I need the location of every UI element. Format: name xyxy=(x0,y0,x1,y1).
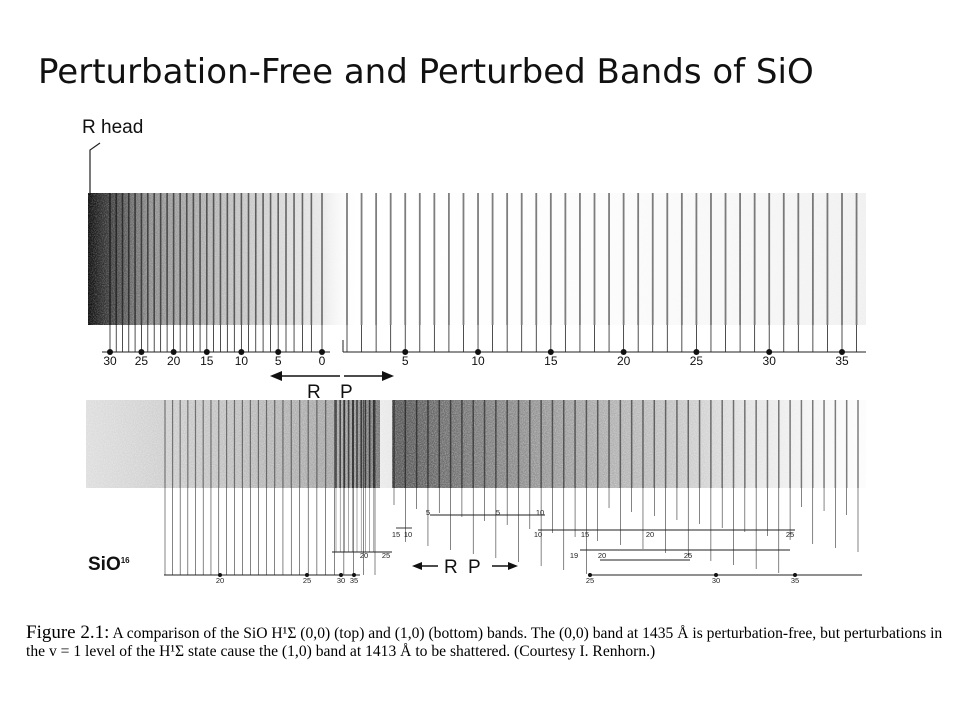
bottom-tick-dot xyxy=(793,573,797,577)
top-tick-dot xyxy=(138,349,145,355)
top-tick-dot xyxy=(766,349,773,355)
bottom-band-lines xyxy=(164,400,859,488)
bottom-band-leader-lines: 5 5 10 15 10 10 15 20 25 19 20 25 20 25 20 25 30 35 25 30 35 xyxy=(164,488,862,585)
bottom-small-label: 25 xyxy=(684,551,692,560)
bottom-tick-dot xyxy=(588,573,592,577)
bottom-r-label: 30 xyxy=(337,576,345,585)
bottom-small-label: 20 xyxy=(598,551,606,560)
top-tick-label: 25 xyxy=(135,354,149,368)
bottom-small-label: 25 xyxy=(382,551,390,560)
bottom-p-label: 30 xyxy=(712,576,720,585)
figure-caption: Figure 2.1: A comparison of the SiO H¹Σ … xyxy=(26,622,946,660)
bottom-rp-arrows: R P xyxy=(412,557,518,578)
bottom-small-label: 10 xyxy=(534,530,542,539)
top-tick-label: 20 xyxy=(617,354,631,368)
bottom-tick-dot xyxy=(339,573,343,577)
isotope-superscript: 16 xyxy=(121,556,130,565)
bottom-p-label: 25 xyxy=(586,576,594,585)
top-tick-label: 30 xyxy=(103,354,117,368)
top-tick-dot xyxy=(547,349,554,355)
caption-text: A comparison of the SiO H¹Σ (0,0) (top) … xyxy=(26,625,943,660)
bottom-band-spectrum xyxy=(86,400,866,488)
bottom-tick-dot xyxy=(714,573,718,577)
top-tick-dot xyxy=(693,349,700,355)
bottom-tick-dot xyxy=(305,573,309,577)
top-rp-arrows: R P xyxy=(270,371,394,403)
bottom-tick-dot xyxy=(352,573,356,577)
top-tick-dot xyxy=(620,349,627,355)
top-tick-dot xyxy=(319,349,325,355)
bottom-small-label: 5 xyxy=(496,508,500,517)
bottom-small-label: 10 xyxy=(404,530,412,539)
slide-title: Perturbation-Free and Perturbed Bands of… xyxy=(38,52,814,92)
top-p-label: P xyxy=(340,382,353,403)
top-tick-label: 30 xyxy=(763,354,777,368)
bottom-small-label: 15 xyxy=(581,530,589,539)
bottom-small-label: 20 xyxy=(646,530,654,539)
bottom-small-label: 10 xyxy=(536,508,544,517)
caption-label: Figure 2.1: xyxy=(26,622,110,643)
bottom-p-label: 35 xyxy=(791,576,799,585)
top-tick-dot xyxy=(839,349,845,355)
bottom-small-label: 19 xyxy=(570,551,578,560)
top-tick-dot xyxy=(475,349,482,355)
isotope-label: SiO16 xyxy=(88,554,130,575)
bottom-small-label: 25 xyxy=(786,530,794,539)
top-tick-dot xyxy=(275,349,282,355)
top-band-lines xyxy=(109,193,858,325)
bottom-tick-dot xyxy=(218,573,222,577)
top-band-grain xyxy=(88,193,866,325)
r-head-label: R head xyxy=(82,117,143,138)
top-tick-dot xyxy=(107,349,113,355)
bottom-r-label: 35 xyxy=(350,576,358,585)
top-tick-label: 25 xyxy=(690,354,704,368)
top-r-label: R xyxy=(307,382,321,403)
top-tick-label: 10 xyxy=(471,354,485,368)
bottom-band-gap xyxy=(380,400,392,488)
top-band-spectrum xyxy=(88,193,866,325)
top-tick-label: 35 xyxy=(835,354,849,368)
bottom-p-label: P xyxy=(468,557,481,578)
top-band-tick-labels: 30 25 20 15 10 5 0 5 10 15 20 25 30 35 xyxy=(103,349,849,368)
bottom-r-label: 20 xyxy=(216,576,224,585)
top-band-leader-lines xyxy=(102,325,866,353)
top-tick-dot xyxy=(170,349,177,355)
top-tick-label: 15 xyxy=(200,354,214,368)
top-tick-dot xyxy=(238,349,245,355)
top-tick-label: 5 xyxy=(275,354,282,368)
bottom-band-grain xyxy=(86,400,866,488)
isotope-name: SiO xyxy=(88,554,121,575)
bottom-small-label: 15 xyxy=(392,530,400,539)
r-head-pointer xyxy=(89,142,101,198)
top-tick-label: 5 xyxy=(402,354,409,368)
top-tick-dot xyxy=(402,349,409,355)
top-tick-label: 10 xyxy=(235,354,249,368)
bottom-r-label: 25 xyxy=(303,576,311,585)
top-tick-label: 15 xyxy=(544,354,558,368)
top-tick-label: 20 xyxy=(167,354,181,368)
bottom-small-label: 20 xyxy=(360,551,368,560)
top-tick-label: 0 xyxy=(319,354,326,368)
bottom-r-label: R xyxy=(444,557,458,578)
top-tick-dot xyxy=(203,349,210,355)
bottom-small-label: 5 xyxy=(426,508,430,517)
